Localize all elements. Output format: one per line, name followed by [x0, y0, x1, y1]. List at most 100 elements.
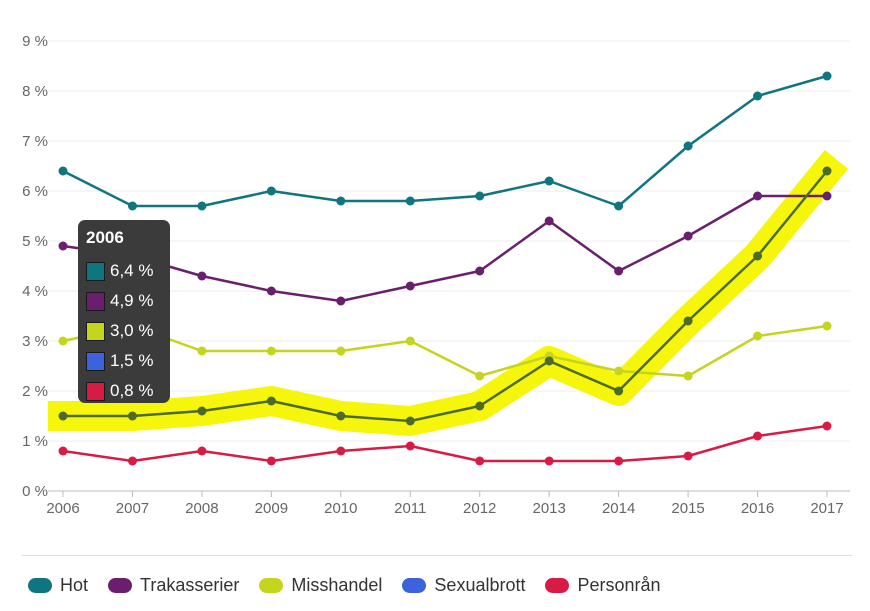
data-point [544, 216, 554, 226]
highlight-band [48, 149, 849, 436]
data-point [614, 201, 624, 211]
data-point [266, 396, 276, 406]
data-point [266, 286, 276, 296]
tooltip-row-personran: 0,8 % [86, 376, 162, 406]
data-point [127, 201, 137, 211]
legend-label: Hot [60, 575, 89, 595]
legend-swatch [28, 578, 52, 593]
data-point [475, 371, 485, 381]
tooltip-value: 4,9 % [110, 291, 154, 310]
x-tick-label: 2008 [185, 500, 218, 517]
tooltip-swatch [86, 381, 105, 401]
tooltip-row-misshandel: 3,0 % [86, 316, 162, 346]
y-tick-label: 8 % [22, 83, 48, 100]
data-point [336, 446, 346, 456]
y-tick-label: 2 % [22, 383, 48, 400]
tooltip-value: 1,5 % [110, 351, 154, 370]
data-point [753, 251, 763, 261]
data-point [405, 196, 415, 206]
x-tick-label: 2016 [741, 500, 774, 517]
data-point [822, 166, 832, 176]
x-tick-label: 2014 [602, 500, 635, 517]
x-tick-label: 2006 [46, 500, 79, 517]
data-point [405, 416, 415, 426]
legend-swatch [259, 578, 284, 593]
data-point [58, 241, 68, 251]
tooltip-value: 3,0 % [110, 321, 154, 340]
data-point [58, 336, 68, 346]
data-point [266, 456, 276, 466]
x-tick-label: 2013 [532, 500, 565, 517]
data-point [475, 401, 485, 411]
legend-item-misshandel[interactable]: Misshandel [259, 575, 382, 596]
data-point [405, 441, 415, 451]
data-point [197, 406, 207, 416]
legend-item-trakasserier[interactable]: Trakasserier [108, 575, 239, 596]
tooltip-row-trakasserier: 4,9 % [86, 286, 162, 316]
tooltip-value: 6,4 % [110, 261, 154, 280]
data-point [822, 71, 832, 81]
y-tick-label: 3 % [22, 333, 48, 350]
legend-swatch [545, 578, 570, 593]
data-point [822, 321, 832, 331]
data-point [197, 446, 207, 456]
data-point [822, 191, 832, 201]
y-tick-label: 4 % [22, 283, 48, 300]
y-tick-label: 0 % [22, 483, 48, 500]
series-line [62, 194, 827, 303]
data-point [544, 176, 554, 186]
data-point [544, 456, 554, 466]
tooltip-swatch [86, 351, 105, 371]
data-point [475, 266, 485, 276]
tooltip-row-sexualbrott: 1,5 % [86, 346, 162, 376]
data-point [614, 366, 624, 376]
x-tick-label: 2015 [671, 500, 704, 517]
legend-label: Misshandel [291, 575, 383, 595]
highlight-stroke [48, 149, 849, 436]
data-point [753, 431, 763, 441]
legend-label: Personrån [577, 575, 661, 595]
data-point [336, 296, 346, 306]
data-point [683, 451, 693, 461]
data-point [683, 231, 693, 241]
data-point [127, 456, 137, 466]
tooltip-swatch [86, 261, 105, 281]
legend-item-sexualbrott[interactable]: Sexualbrott [402, 575, 525, 596]
data-point [753, 331, 763, 341]
data-point [614, 266, 624, 276]
data-point [753, 91, 763, 101]
legend-item-hot[interactable]: Hot [28, 575, 88, 596]
legend-swatch [108, 578, 133, 593]
y-tick-label: 1 % [22, 433, 48, 450]
legend-label: Sexualbrott [434, 575, 526, 595]
data-point [405, 281, 415, 291]
tooltip-title: 2006 [86, 228, 124, 247]
data-point [197, 271, 207, 281]
legend-divider [22, 555, 852, 556]
tooltip-row-hot: 6,4 % [86, 256, 162, 286]
data-point [475, 456, 485, 466]
data-point [197, 201, 207, 211]
data-point [336, 411, 346, 421]
data-point [127, 411, 137, 421]
data-point [753, 191, 763, 201]
tooltip-swatch [86, 321, 105, 341]
x-tick-label: 2007 [116, 500, 149, 517]
y-tick-label: 7 % [22, 133, 48, 150]
series-line [63, 170, 828, 423]
data-point [58, 166, 68, 176]
axes: 0 % 1 % 2 % 3 % 4 % 5 % 6 % 7 % 8 % 9 % 2006 2007 20… [22, 33, 850, 517]
legend-item-personran[interactable]: Personrån [545, 575, 661, 596]
data-point [683, 141, 693, 151]
data-point [266, 186, 276, 196]
data-point [336, 346, 346, 356]
data-point [683, 371, 693, 381]
legend-label: Trakasserier [140, 575, 240, 595]
grid-lines [48, 40, 850, 492]
data-point [475, 191, 485, 201]
x-tick-label: 2009 [255, 500, 288, 517]
legend-swatch [402, 578, 427, 593]
data-point [614, 456, 624, 466]
y-tick-label: 5 % [22, 233, 48, 250]
